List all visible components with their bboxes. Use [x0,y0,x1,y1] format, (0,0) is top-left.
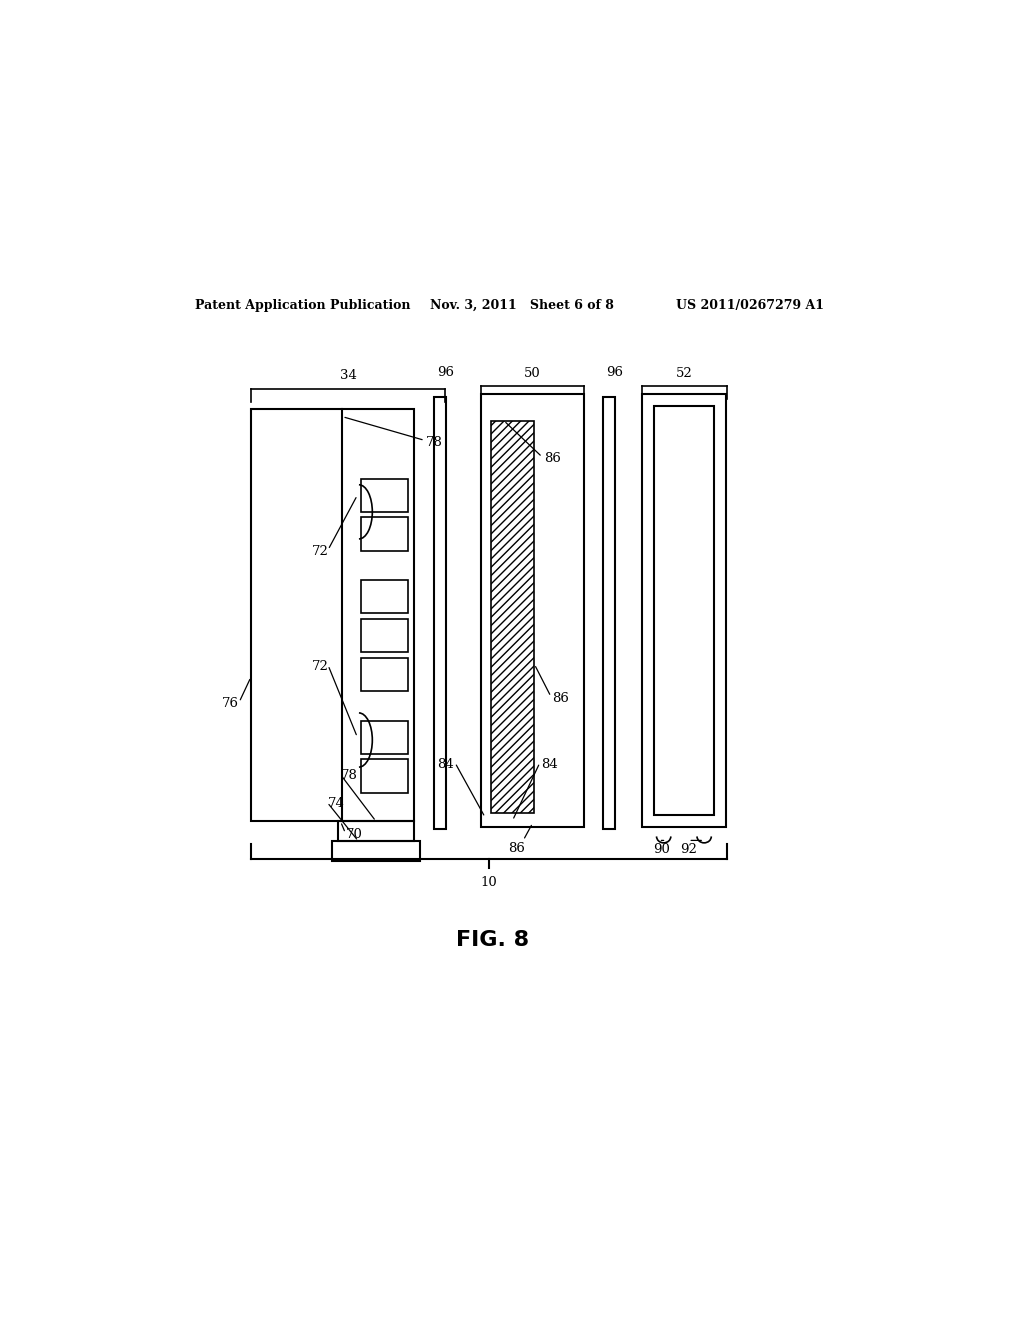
Bar [332,841,420,861]
Bar [338,821,414,841]
Text: 74: 74 [328,797,345,810]
Bar [360,579,409,614]
Text: Patent Application Publication: Patent Application Publication [196,300,411,312]
Bar [490,421,535,813]
Bar [360,759,409,793]
Text: 96: 96 [437,367,455,379]
Text: 86: 86 [544,453,561,465]
Text: 92: 92 [680,842,696,855]
Text: 72: 72 [312,545,329,558]
Text: 90: 90 [653,842,670,855]
Text: 84: 84 [436,758,454,771]
Bar [360,721,409,754]
Bar [251,409,414,821]
Text: 96: 96 [606,367,623,379]
Bar [360,619,409,652]
Text: 84: 84 [541,758,557,771]
Text: 78: 78 [426,436,442,449]
Text: 76: 76 [221,697,239,710]
Text: 86: 86 [509,842,525,855]
Text: 34: 34 [340,370,356,383]
Bar [433,397,446,829]
Text: 78: 78 [341,768,357,781]
Bar [481,395,585,826]
Text: 10: 10 [480,876,498,890]
Bar [360,517,409,550]
Bar [360,657,409,692]
Text: FIG. 8: FIG. 8 [457,931,529,950]
Bar [360,479,409,512]
Text: 52: 52 [676,367,693,380]
Bar [602,397,615,829]
Bar [654,407,714,814]
Text: 72: 72 [312,660,329,673]
Text: 86: 86 [553,692,569,705]
Text: 70: 70 [346,829,364,841]
Text: US 2011/0267279 A1: US 2011/0267279 A1 [676,300,823,312]
Bar [642,395,726,826]
Text: Nov. 3, 2011   Sheet 6 of 8: Nov. 3, 2011 Sheet 6 of 8 [430,300,613,312]
Text: 50: 50 [524,367,541,380]
